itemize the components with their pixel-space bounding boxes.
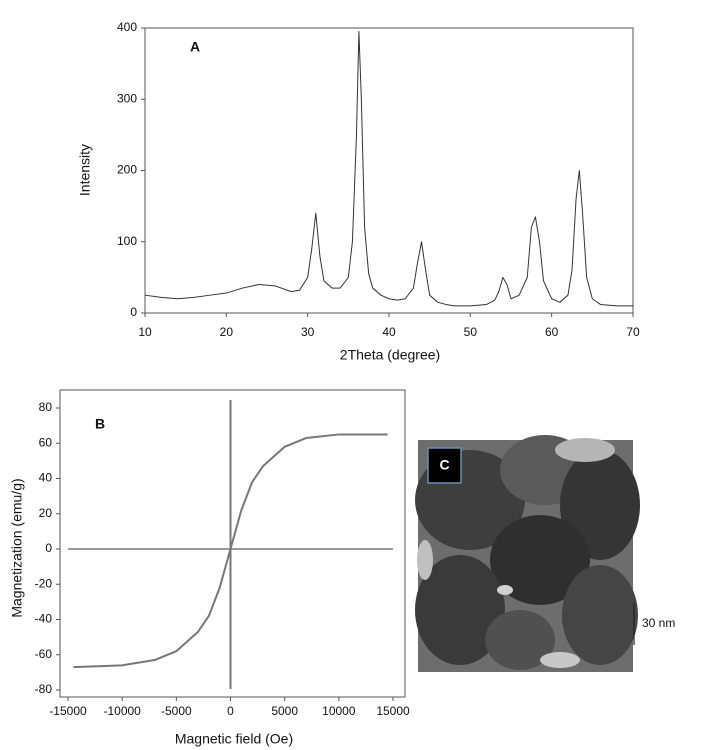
x-tick-label: -15000	[49, 704, 87, 718]
particle	[415, 555, 505, 665]
x-tick-label: 5000	[271, 704, 298, 718]
x-tick-label: -5000	[161, 704, 192, 718]
panel-label: A	[190, 39, 200, 55]
x-tick-label: 50	[464, 325, 478, 339]
y-tick-label: 100	[117, 234, 137, 248]
chart-panel: -80 -60 -40 -20 0 20 40 60 80 -15000 -10000 -5000 0 5…	[9, 389, 410, 747]
panel-label-box	[427, 447, 462, 484]
y-axis-label: Intensity	[77, 144, 93, 196]
particle	[562, 565, 638, 665]
x-tick-label: 30	[301, 325, 315, 339]
panel-label: B	[95, 416, 105, 432]
particle	[560, 450, 640, 560]
y-tick-label: -40	[35, 612, 53, 626]
particle	[490, 515, 590, 605]
plot-frame	[144, 27, 634, 314]
y-tick-label: -20	[35, 576, 53, 590]
panel-label: C	[439, 457, 449, 473]
y-tick-label: 40	[39, 471, 53, 485]
y-axis-label: Magnetization (emu/g)	[9, 478, 25, 617]
y-tick-label: 80	[39, 400, 53, 414]
y-tick-label: 300	[117, 91, 137, 105]
data-line	[73, 433, 388, 669]
x-tick-label: 15000	[376, 704, 410, 718]
bright-gap	[540, 652, 580, 668]
x-tick-label: 0	[227, 704, 234, 718]
y-tick-label: 60	[39, 435, 53, 449]
x-tick-label: 10	[138, 325, 152, 339]
y-tick-label: 400	[117, 20, 137, 34]
x-tick-label: 20	[220, 325, 234, 339]
tem-image: C 30 nm	[415, 435, 675, 672]
y-tick-label: -60	[35, 647, 53, 661]
x-tick-label: 10000	[322, 704, 356, 718]
chart-panel: 0 100 200 300 400 10 20 30 40 50 60 70 A 2Theta (degr…	[77, 20, 640, 363]
scale-bar-label: 30 nm	[642, 616, 675, 630]
x-tick-label: 60	[545, 325, 559, 339]
bright-gap	[555, 438, 615, 462]
x-axis-label: 2Theta (degree)	[340, 347, 440, 363]
x-tick-label: 70	[626, 325, 640, 339]
y-tick-label: 20	[39, 506, 53, 520]
data-line	[144, 31, 633, 307]
panel-label-box	[147, 30, 237, 72]
bright-gap	[417, 540, 433, 580]
bright-gap	[497, 585, 513, 595]
y-tick-label: -80	[35, 682, 53, 696]
y-tick-label: 0	[130, 305, 137, 319]
x-axis-label: Magnetic field (Oe)	[175, 731, 293, 747]
particle	[485, 610, 555, 670]
y-tick-label: 200	[117, 163, 137, 177]
x-tick-label: -10000	[103, 704, 141, 718]
x-tick-label: 40	[382, 325, 396, 339]
y-tick-label: 0	[45, 541, 52, 555]
